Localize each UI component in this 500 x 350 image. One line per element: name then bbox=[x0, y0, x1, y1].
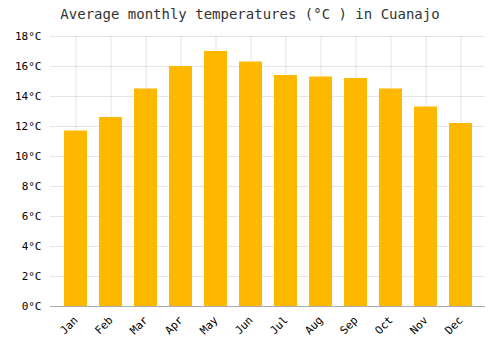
html-text:Average monthly temperatures (: Average monthly temperatures (°C ) in Cu… bbox=[60, 6, 440, 22]
svg-text:14°C: 14°C bbox=[15, 90, 42, 103]
svg-text:18°C: 18°C bbox=[15, 30, 42, 43]
svg-text:Apr: Apr bbox=[162, 313, 186, 337]
svg-text:Mar: Mar bbox=[127, 313, 151, 337]
svg-text:6°C: 6°C bbox=[22, 210, 42, 223]
svg-text:Aug: Aug bbox=[302, 314, 325, 337]
svg-text:Jan: Jan bbox=[57, 314, 80, 337]
svg-text:Oct: Oct bbox=[372, 314, 395, 337]
svg-text:Jul: Jul bbox=[267, 314, 290, 337]
svg-text:May: May bbox=[197, 313, 221, 337]
svg-text:12°C: 12°C bbox=[15, 120, 42, 133]
svg-text:8°C: 8°C bbox=[22, 180, 42, 193]
svg-text:2°C: 2°C bbox=[22, 270, 42, 283]
svg-text:4°C: 4°C bbox=[22, 240, 42, 253]
svg-text:Sep: Sep bbox=[337, 314, 360, 337]
svg-text:10°C: 10°C bbox=[15, 150, 42, 163]
svg-text:Dec: Dec bbox=[442, 314, 465, 337]
svg-text:16°C: 16°C bbox=[15, 60, 42, 73]
svg-text:0°C: 0°C bbox=[22, 300, 42, 313]
svg-text:Feb: Feb bbox=[92, 314, 115, 337]
svg-text:Nov: Nov bbox=[407, 313, 431, 337]
svg-text:Jun: Jun bbox=[232, 314, 255, 337]
